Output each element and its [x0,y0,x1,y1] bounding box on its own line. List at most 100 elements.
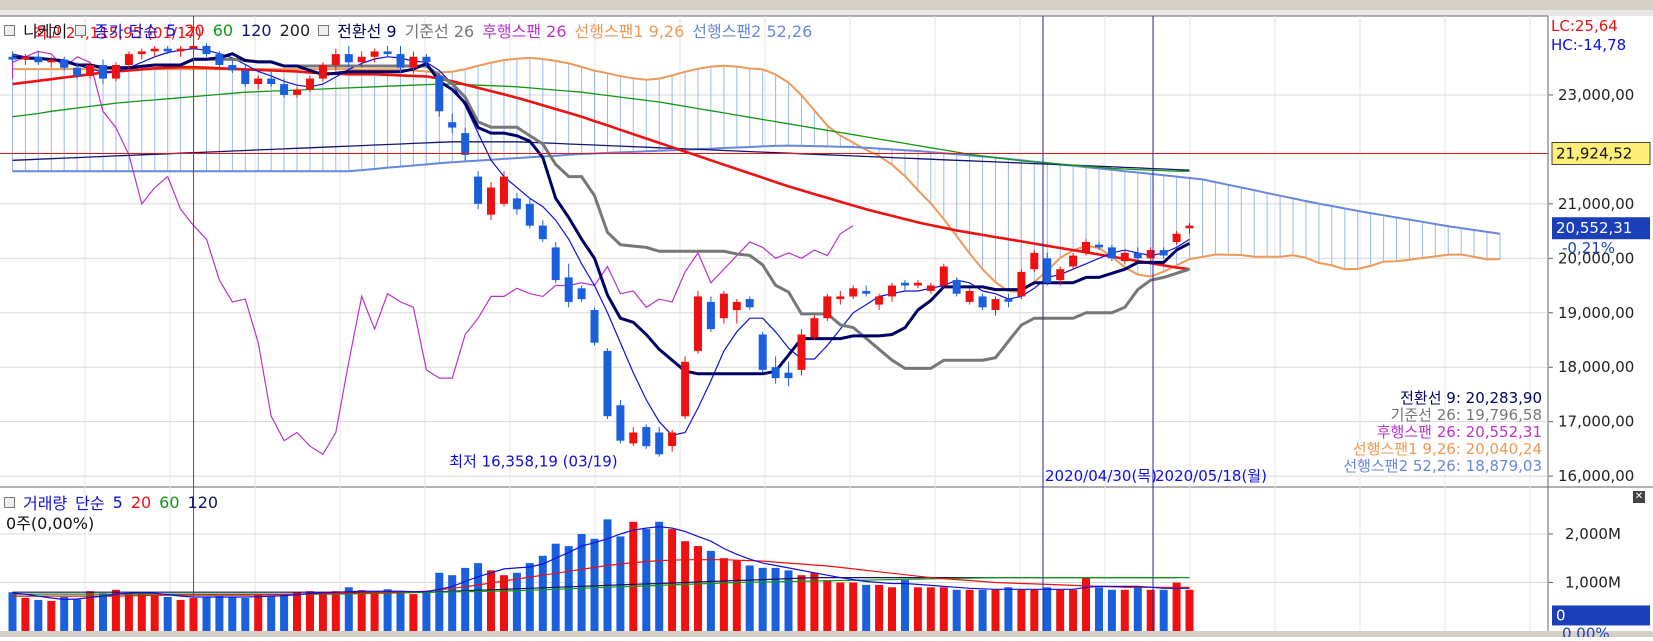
price-legend: 니케이 종가 단순 5 20 60 120 200 전환선 9 기준선 26 후… [4,18,812,42]
volume-bar [1185,589,1194,631]
volume-bar [823,580,832,631]
candle-body [1004,299,1013,302]
window-top-border [0,10,1653,16]
legend-ma-60: 60 [212,20,234,40]
candle-body [952,280,961,294]
volume-bar [577,534,586,631]
legend-kijun: 기준선 26 [404,22,475,41]
volume-bar [1030,589,1039,631]
legend-ma-20: 20 [184,20,205,40]
candle-body [86,65,95,76]
senkou-span-b-line [12,144,1501,235]
volume-bar [913,587,922,631]
candle-body [862,291,871,294]
candle-body [448,122,457,128]
candle-body [1172,233,1181,242]
chikou-span-line [11,50,854,456]
volume-bar [888,587,896,631]
candle-body [150,48,159,52]
volume-bar [500,575,508,631]
volume-ma20-line [12,559,1190,597]
candle-body [422,56,431,63]
legend-square-icon[interactable] [75,24,87,36]
volume-bar [784,570,793,631]
ma120-line [12,141,1190,171]
volume-bar [1159,589,1168,631]
candle-body [1185,225,1194,229]
volume-bar [849,582,858,631]
volume-bar [616,536,625,631]
ma20-line [12,65,1190,271]
candle-body [681,361,690,417]
volume-bar [21,598,30,631]
volume-bar [1120,589,1129,631]
date-label-2: 2020/05/18(월) [1155,467,1267,485]
legend-senkou-b: 선행스팬2 52,26 [692,22,813,41]
level-price-label: 21,924,52 [1556,145,1632,163]
last-price-change: -0,21% [1562,239,1615,257]
volume-bar [642,529,651,631]
volume-ma-20: 20 [130,492,152,512]
candle-body [1133,252,1142,259]
candle-body [137,51,146,55]
volume-bar [137,592,146,631]
ma60-line [12,83,1190,172]
volume-bar [1172,582,1181,631]
candle-body [525,203,534,226]
candle-body [694,296,702,351]
candle-body [564,277,573,302]
volume-bar [60,597,69,631]
candle-body [306,78,314,90]
hc-readout: HC:-14,78 [1551,36,1627,54]
volume-bar [758,567,767,631]
candle-body [1030,252,1039,270]
volume-title: 거래량 [23,494,68,513]
volume-bar [150,595,159,631]
candle-body [901,282,909,286]
legend-senkou-a: 선행스팬1 9,26 [574,22,685,41]
volume-bar [331,591,340,631]
volume-bar [1004,587,1013,631]
last-price-box [1552,217,1650,240]
volume-bar [215,596,224,631]
volume-last-box [1552,605,1650,626]
candle-body [1146,250,1155,259]
price-tick-label: 19,000,00 [1558,304,1634,322]
candle-body [577,288,586,300]
price-tick-label: 18,000,00 [1558,358,1634,376]
candle-body [47,59,56,63]
volume-bar [629,521,638,631]
candle-body [34,56,43,63]
volume-bar [280,594,289,631]
volume-bar [318,593,327,631]
candle-body [435,75,444,112]
candle-body [745,299,754,308]
volume-last-change: 0,00% [1562,624,1610,637]
candle-body [551,247,560,281]
legend-square-icon[interactable] [318,24,330,36]
volume-legend: 거래량 단순 5 20 60 120 [4,490,218,514]
candle-body [293,89,301,95]
legend-ma-120: 120 [241,20,272,40]
legend-ma-title: 종가 단순 [94,22,159,41]
legend-square-icon[interactable] [4,496,15,508]
volume-bar [202,597,211,631]
candle-body [603,350,612,417]
candle-body [758,334,767,370]
level-price-box [1551,142,1651,166]
candle-body [1159,250,1168,256]
legend-symbol: 니케이 [23,22,68,41]
volume-bar [34,599,43,631]
volume-bar [163,597,172,631]
candle-body [21,56,30,60]
last-price-label: 20,552,31 [1556,219,1632,237]
volume-bar [1056,589,1065,631]
close-icon[interactable]: ✕ [1633,491,1645,503]
legend-square-icon[interactable] [4,24,15,36]
volume-bar [461,567,470,631]
candle-body [888,285,896,297]
volume-bar [706,550,715,631]
volume-bar [409,594,418,631]
candle-body [357,56,366,63]
volume-bar [810,572,819,631]
